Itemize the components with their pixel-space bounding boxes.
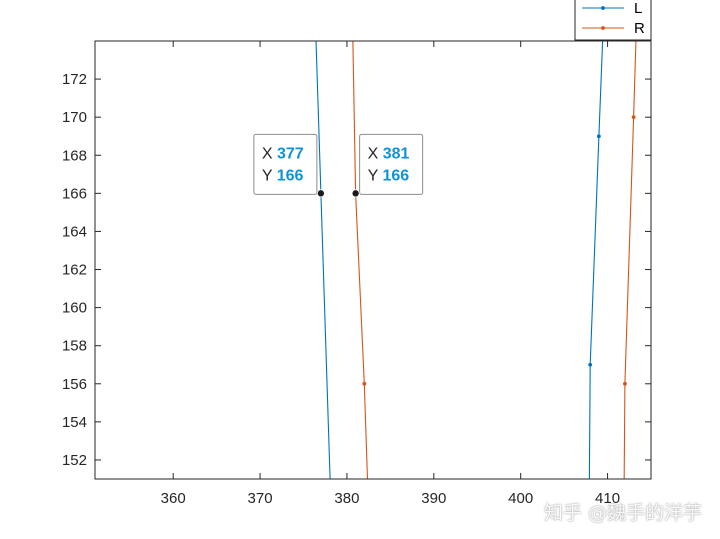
series-marker-r: [631, 115, 636, 120]
series-marker-r: [623, 381, 627, 386]
legend-item-l[interactable]: L: [582, 0, 642, 17]
datatip-box: [253, 133, 318, 195]
datatip-y-value: 166: [277, 167, 304, 184]
datatip-box: [359, 133, 424, 195]
legend-box: [574, 0, 652, 41]
plot-area: [95, 41, 651, 479]
datatip-y-label: Y: [368, 167, 383, 184]
datatip-x-value: 377: [277, 145, 304, 162]
y-tick-label: 160: [62, 300, 87, 317]
datatip-y-label: Y: [262, 167, 277, 184]
legend-item-r[interactable]: R: [582, 20, 645, 37]
datatip-point: [351, 189, 360, 198]
datatip-x-label: X: [368, 145, 383, 162]
datatip-y-line: Y 166: [262, 167, 304, 184]
y-tick-label: 162: [62, 262, 87, 279]
y-tick-label: 156: [62, 376, 87, 393]
datatip-point: [316, 189, 325, 198]
y-tick-label: 164: [62, 223, 87, 240]
series-line-l: [588, 41, 604, 479]
y-tick-label: 158: [62, 338, 87, 355]
series-marker-l: [588, 362, 593, 367]
legend[interactable]: LR: [574, 0, 652, 41]
y-tick-label: 170: [62, 109, 87, 126]
series-marker-l: [596, 134, 601, 139]
legend-marker-l: [601, 6, 605, 10]
datatip-y-value: 166: [382, 167, 409, 184]
legend-label-r: R: [634, 20, 645, 37]
series-line-r: [352, 41, 369, 479]
legend-marker-r: [601, 26, 605, 30]
x-tick-label: 380: [334, 490, 359, 507]
x-tick-label: 390: [421, 490, 446, 507]
x-tick-label: 370: [248, 490, 273, 507]
x-tick-label: 400: [508, 490, 533, 507]
y-tick-label: 166: [62, 185, 87, 202]
watermark: 知乎 @魏手的洋芋: [543, 502, 702, 524]
datatip-x-label: X: [262, 145, 277, 162]
series-line-r: [623, 41, 637, 479]
y-tick-label: 154: [62, 414, 87, 431]
ticks-layer: 360 370 380 390 400 410 152 154 156 158 160 162 164 1…: [62, 41, 651, 507]
x-tick-label: 410: [595, 490, 620, 507]
series-marker-r: [362, 381, 367, 386]
x-tick-label: 360: [161, 490, 186, 507]
axes-box: [94, 40, 652, 480]
datatip-x-line: X 377: [262, 145, 304, 162]
legend-label-l: L: [634, 0, 642, 17]
y-tick-label: 152: [62, 452, 87, 469]
datatip-y-line: Y 166: [368, 167, 410, 184]
y-tick-label: 168: [62, 147, 87, 164]
y-tick-label: 172: [62, 71, 87, 88]
datatip-x-line: X 381: [368, 145, 410, 162]
datatip-x-value: 381: [383, 145, 410, 162]
